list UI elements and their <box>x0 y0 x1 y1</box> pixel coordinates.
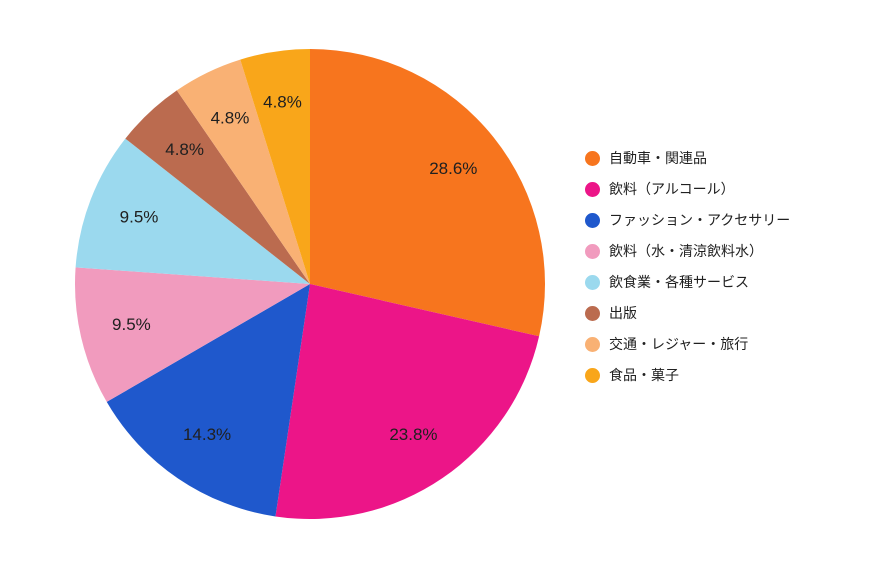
legend-label: 自動車・関連品 <box>609 148 707 168</box>
legend-item: 出版 <box>585 303 790 323</box>
legend-item: ファッション・アクセサリー <box>585 210 790 230</box>
legend-item: 食品・菓子 <box>585 365 790 385</box>
slice-label: 14.3% <box>183 425 231 444</box>
legend-swatch <box>585 151 600 166</box>
legend: 自動車・関連品飲料（アルコール） ファッション・アクセサリー飲料（水・清涼飲料水）… <box>585 148 790 396</box>
legend-swatch <box>585 182 600 197</box>
slice-label: 9.5% <box>120 207 159 226</box>
slice-label: 4.8% <box>211 109 250 128</box>
legend-label: 飲食業・各種サービス <box>609 272 749 292</box>
legend-label: 食品・菓子 <box>609 365 679 385</box>
legend-item: 飲料（アルコール） <box>585 179 790 199</box>
slice-label: 23.8% <box>389 425 437 444</box>
legend-label: ファッション・アクセサリー <box>609 210 790 230</box>
slice-label: 9.5% <box>112 315 151 334</box>
legend-label: 出版 <box>609 303 637 323</box>
legend-label: 飲料（水・清涼飲料水） <box>609 241 763 261</box>
legend-swatch <box>585 368 600 383</box>
chart-container: 28.6% 23.8% 14.3% 9.5% 9.5% 4.8% 4.8% 4.8% 自動車・… <box>0 0 869 569</box>
legend-swatch <box>585 306 600 321</box>
slice-label: 28.6% <box>429 159 477 178</box>
legend-item: 飲料（水・清涼飲料水） <box>585 241 790 261</box>
legend-item: 交通・レジャー・旅行 <box>585 334 790 354</box>
slice-label: 4.8% <box>165 140 204 159</box>
legend-swatch <box>585 275 600 290</box>
legend-swatch <box>585 244 600 259</box>
legend-swatch <box>585 337 600 352</box>
legend-label: 交通・レジャー・旅行 <box>609 334 748 354</box>
legend-swatch <box>585 213 600 228</box>
pie-svg: 28.6% 23.8% 14.3% 9.5% 9.5% 4.8% 4.8% 4.8% <box>50 24 570 544</box>
slice-label: 4.8% <box>263 92 302 111</box>
legend-item: 自動車・関連品 <box>585 148 790 168</box>
legend-item: 飲食業・各種サービス <box>585 272 790 292</box>
legend-label: 飲料（アルコール） <box>609 179 735 199</box>
pie-chart: 28.6% 23.8% 14.3% 9.5% 9.5% 4.8% 4.8% 4.8% <box>50 24 570 549</box>
